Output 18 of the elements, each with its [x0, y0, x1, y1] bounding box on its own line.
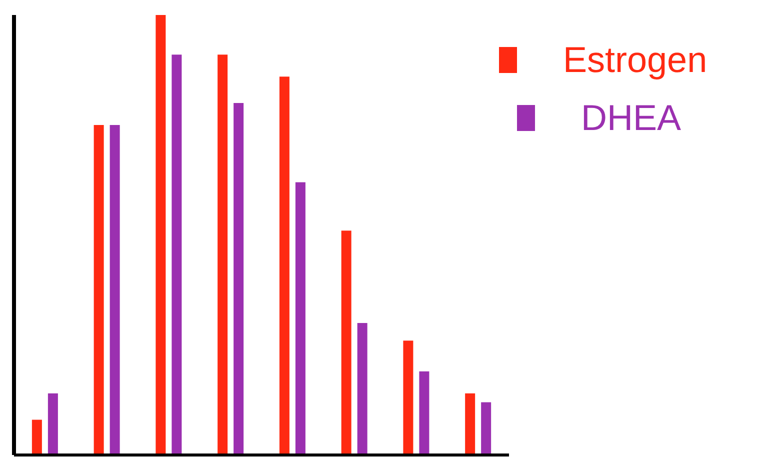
bar [357, 323, 368, 455]
bar [341, 230, 352, 455]
bar [172, 54, 182, 455]
bar [403, 340, 414, 455]
bar [218, 54, 228, 455]
bar [110, 125, 120, 455]
bar [234, 103, 244, 455]
legend-label: Estrogen [563, 39, 708, 81]
legend-label: DHEA [581, 97, 682, 139]
bar [279, 76, 290, 455]
bar [32, 420, 42, 455]
bar [48, 393, 58, 455]
bar [295, 182, 306, 455]
bar [465, 393, 476, 455]
bar [481, 402, 492, 455]
bar [419, 371, 430, 455]
bar [94, 125, 104, 455]
bar [156, 15, 166, 455]
